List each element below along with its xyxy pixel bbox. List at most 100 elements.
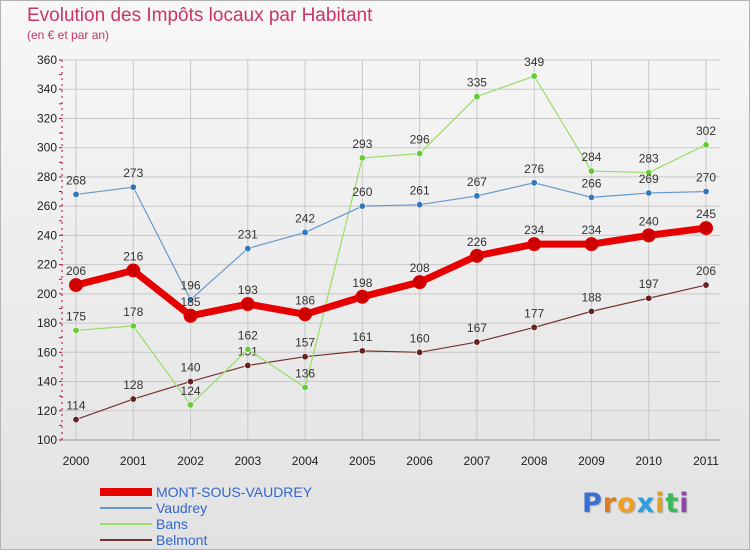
data-label: 198 — [352, 276, 372, 290]
data-point — [416, 150, 424, 158]
data-label: 266 — [581, 176, 601, 190]
data-point — [473, 192, 481, 200]
y-tick-label: 280 — [37, 170, 57, 184]
data-point — [530, 179, 538, 187]
data-point — [641, 228, 656, 243]
data-label: 196 — [181, 279, 201, 293]
data-label: 269 — [639, 172, 659, 186]
series-vaudrey: 268 273 196 231 242 260 261 267 276 266 269 270 — [66, 162, 716, 304]
x-tick-label: 2002 — [177, 454, 204, 468]
data-label: 335 — [467, 76, 487, 90]
data-label: 197 — [639, 277, 659, 291]
logo-letter: o — [617, 488, 637, 519]
y-tick-label: 240 — [37, 228, 57, 242]
data-label: 188 — [581, 290, 601, 304]
data-point — [129, 395, 137, 403]
logo-letter: i — [655, 488, 666, 519]
data-point — [301, 353, 309, 361]
data-label: 206 — [66, 264, 86, 278]
data-point — [412, 275, 427, 290]
data-point — [702, 188, 710, 196]
data-label: 273 — [123, 166, 143, 180]
data-point — [645, 169, 653, 177]
data-label: 242 — [295, 211, 315, 225]
data-point — [298, 307, 313, 322]
data-point — [187, 401, 195, 409]
data-label: 240 — [639, 214, 659, 228]
y-tick-label: 260 — [37, 199, 57, 213]
data-point — [473, 338, 481, 346]
series-belmont: 114128140151157161160167177188197206 — [66, 264, 716, 424]
x-tick-label: 2007 — [464, 454, 491, 468]
data-point — [702, 141, 710, 149]
data-label: 161 — [352, 330, 372, 344]
data-point — [244, 345, 252, 353]
series-bans: 175 178 124 162 136 293 296 335 349 284 283 302 — [66, 55, 716, 409]
data-point — [530, 72, 538, 80]
data-point — [527, 237, 542, 252]
x-tick-label: 2010 — [635, 454, 662, 468]
data-label: 128 — [123, 378, 143, 392]
data-label: 245 — [696, 207, 716, 221]
legend-swatch — [100, 507, 152, 509]
data-label: 177 — [524, 306, 544, 320]
data-point — [183, 308, 198, 323]
legend-label: Belmont — [156, 532, 208, 548]
data-label: 267 — [467, 175, 487, 189]
chart-title: Evolution des Impôts locaux par Habitant — [27, 5, 373, 26]
data-label: 136 — [295, 366, 315, 380]
legend-swatch — [100, 523, 152, 525]
data-label: 185 — [181, 295, 201, 309]
data-point — [587, 307, 595, 315]
logo-letter: t — [665, 488, 680, 519]
legend-item: Bans — [100, 516, 360, 532]
x-tick-label: 2008 — [521, 454, 548, 468]
data-point — [587, 167, 595, 175]
data-point — [702, 281, 710, 289]
data-label: 296 — [410, 133, 430, 147]
x-tick-label: 2001 — [120, 454, 147, 468]
series-mont-sous-vaudrey: 206 216 185 193 186 198 208 226 234 234 240 245 — [66, 207, 716, 323]
legend-label: Bans — [156, 516, 188, 532]
data-label: 216 — [123, 249, 143, 263]
data-point — [244, 245, 252, 253]
data-label: 276 — [524, 162, 544, 176]
data-label: 160 — [410, 331, 430, 345]
data-label: 268 — [66, 173, 86, 187]
legend-label: MONT-SOUS-VAUDREY — [156, 484, 313, 500]
data-point — [72, 326, 80, 334]
data-point — [587, 193, 595, 201]
data-label: 293 — [352, 137, 372, 151]
legend-item: Belmont — [100, 532, 360, 548]
y-tick-label: 160 — [37, 345, 57, 359]
data-point — [187, 296, 195, 304]
data-label: 124 — [181, 384, 201, 398]
logo-letter: P — [582, 488, 603, 519]
x-tick-label: 2009 — [578, 454, 605, 468]
x-tick-label: 2005 — [349, 454, 376, 468]
y-tick-label: 100 — [37, 433, 57, 447]
y-tick-label: 180 — [37, 316, 57, 330]
legend-swatch — [100, 488, 152, 496]
data-point — [416, 348, 424, 356]
data-point — [69, 278, 83, 293]
data-label: 284 — [581, 150, 601, 164]
data-point — [129, 322, 137, 330]
data-label: 167 — [467, 321, 487, 335]
x-tick-label: 2011 — [693, 454, 719, 468]
data-point — [301, 383, 309, 391]
y-tick-label: 120 — [37, 404, 57, 418]
y-tick-label: 320 — [37, 111, 57, 125]
legend-label: Vaudrey — [156, 500, 208, 516]
proxiti-logo: Proxiti — [582, 488, 690, 519]
series-line — [75, 284, 707, 421]
data-label: 208 — [410, 261, 430, 275]
data-label: 206 — [696, 264, 716, 278]
data-point — [358, 154, 366, 162]
data-point — [72, 190, 80, 198]
data-label: 193 — [238, 283, 258, 297]
y-tick-label: 140 — [37, 375, 57, 389]
legend-item: MONT-SOUS-VAUDREY — [100, 484, 360, 500]
data-label: 114 — [66, 399, 85, 413]
